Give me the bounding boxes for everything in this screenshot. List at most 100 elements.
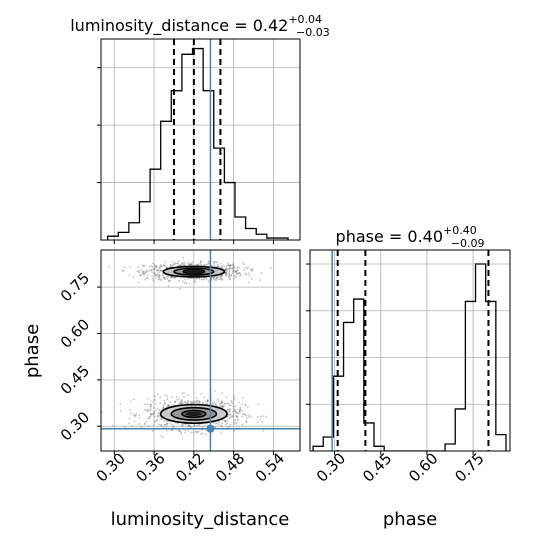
posterior-sample-point — [229, 404, 232, 407]
posterior-sample-point — [239, 408, 242, 411]
posterior-sample-point — [145, 409, 148, 412]
axes-frame — [100, 38, 301, 241]
posterior-sample-point — [169, 401, 172, 404]
posterior-sample-point — [206, 399, 209, 402]
posterior-sample-point — [228, 413, 231, 416]
posterior-sample-point — [162, 406, 165, 409]
posterior-sample-point — [169, 263, 172, 266]
posterior-sample-point — [138, 416, 141, 419]
posterior-sample-point — [195, 277, 197, 280]
posterior-sample-point — [225, 274, 228, 277]
posterior-sample-point — [232, 263, 234, 265]
posterior-sample-point — [230, 400, 233, 403]
posterior-sample-point — [183, 264, 186, 267]
posterior-sample-point — [250, 415, 253, 418]
posterior-sample-point — [157, 278, 160, 281]
posterior-sample-point — [153, 268, 156, 271]
posterior-sample-point — [133, 414, 136, 417]
posterior-sample-point — [136, 270, 139, 273]
posterior-sample-point — [198, 400, 201, 403]
posterior-sample-point — [225, 269, 228, 272]
posterior-sample-point — [221, 266, 223, 269]
posterior-sample-point — [154, 264, 157, 267]
posterior-sample-point — [171, 423, 174, 426]
posterior-sample-point — [228, 273, 231, 276]
posterior-sample-point — [245, 417, 248, 420]
posterior-sample-point — [165, 266, 168, 269]
posterior-sample-point — [166, 405, 168, 408]
posterior-sample-point — [157, 269, 160, 271]
posterior-sample-point — [167, 404, 170, 406]
title-param: phase — [336, 227, 384, 246]
posterior-sample-point — [150, 269, 153, 272]
posterior-sample-point — [225, 265, 228, 267]
posterior-sample-point — [182, 256, 185, 259]
posterior-sample-point — [178, 398, 180, 400]
posterior-sample-point — [144, 272, 147, 275]
posterior-sample-point — [222, 404, 224, 407]
posterior-sample-point — [128, 422, 130, 425]
posterior-sample-point — [232, 405, 235, 408]
posterior-sample-point — [156, 419, 159, 422]
posterior-sample-point — [184, 401, 187, 403]
posterior-sample-point — [169, 279, 172, 282]
posterior-sample-point — [220, 432, 222, 435]
posterior-sample-point — [174, 276, 177, 279]
posterior-sample-point — [217, 278, 219, 281]
posterior-sample-point — [228, 418, 231, 421]
posterior-sample-point — [243, 413, 246, 416]
posterior-sample-point — [227, 262, 230, 264]
posterior-sample-point — [156, 269, 159, 272]
posterior-sample-point — [214, 425, 217, 428]
posterior-sample-point — [183, 281, 186, 284]
posterior-sample-point — [236, 419, 239, 422]
posterior-sample-point — [233, 405, 236, 408]
posterior-sample-point — [193, 400, 196, 403]
posterior-sample-point — [159, 269, 162, 272]
posterior-sample-point — [217, 265, 219, 268]
posterior-sample-point — [233, 408, 236, 411]
posterior-sample-point — [143, 273, 146, 276]
posterior-sample-point — [170, 277, 172, 279]
posterior-sample-point — [206, 401, 209, 403]
posterior-sample-point — [233, 269, 236, 272]
posterior-sample-point — [145, 269, 148, 271]
posterior-sample-point — [203, 424, 206, 427]
posterior-sample-point — [247, 272, 250, 275]
posterior-sample-point — [159, 402, 162, 405]
posterior-sample-point — [260, 271, 263, 274]
posterior-sample-point — [211, 401, 214, 404]
posterior-sample-point — [150, 403, 152, 406]
posterior-sample-point — [154, 399, 156, 401]
posterior-sample-point — [199, 262, 202, 265]
posterior-sample-point — [143, 403, 146, 405]
posterior-sample-point — [215, 403, 218, 406]
posterior-sample-point — [152, 279, 155, 282]
posterior-sample-point — [179, 429, 181, 432]
posterior-sample-point — [169, 264, 172, 267]
posterior-sample-point — [146, 403, 149, 406]
title-plus: +0.04 — [288, 13, 322, 26]
posterior-sample-point — [159, 278, 162, 281]
posterior-sample-point — [240, 273, 242, 276]
posterior-sample-point — [259, 279, 262, 282]
posterior-sample-point — [229, 264, 232, 267]
posterior-sample-point — [166, 395, 169, 398]
posterior-sample-point — [216, 261, 218, 264]
posterior-sample-point — [157, 274, 160, 277]
posterior-sample-point — [133, 398, 136, 401]
posterior-sample-point — [224, 420, 227, 423]
posterior-sample-point — [159, 275, 161, 277]
posterior-sample-point — [221, 278, 224, 281]
posterior-sample-point — [183, 262, 186, 264]
posterior-sample-point — [203, 278, 206, 280]
posterior-sample-point — [187, 430, 189, 432]
posterior-sample-point — [219, 275, 222, 278]
x-axis-label-phase: phase — [383, 509, 437, 530]
posterior-sample-point — [138, 423, 141, 425]
posterior-sample-point — [180, 276, 182, 279]
posterior-sample-point — [237, 418, 239, 421]
posterior-sample-point — [156, 407, 159, 410]
posterior-sample-point — [128, 274, 131, 277]
posterior-sample-point — [147, 417, 149, 419]
